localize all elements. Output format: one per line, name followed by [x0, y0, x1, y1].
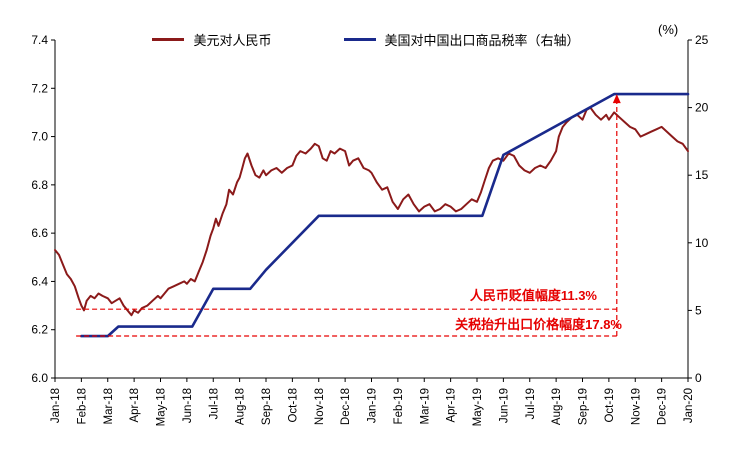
x-tick-label: Oct-19: [604, 388, 616, 423]
annotation-tariff-export-price: 关税抬升出口价格幅度17.8%: [455, 317, 622, 332]
x-tick-label: Jan-20: [683, 388, 695, 423]
legend-label-usdcny: 美元对人民币: [193, 33, 272, 48]
x-tick-label: Dec-19: [657, 388, 669, 425]
x-tick-label: Oct-18: [287, 388, 299, 423]
x-tick-label: Jun-19: [498, 388, 510, 423]
x-tick-label: Jan-18: [50, 388, 62, 423]
x-tick-label: Nov-18: [314, 388, 326, 425]
legend-item-tariff: 美国对中国出口商品税率（右轴）: [343, 30, 580, 49]
x-tick-label: Apr-19: [446, 388, 458, 423]
x-tick-label: Feb-18: [76, 388, 88, 424]
left-tick-label: 6.4: [31, 274, 48, 288]
right-tick-label: 0: [695, 371, 702, 385]
right-tick-label: 15: [695, 168, 709, 182]
x-tick-label: Jul-19: [525, 388, 537, 419]
right-tick-label: 20: [695, 101, 709, 115]
right-axis-unit-label: (%): [658, 22, 679, 37]
legend-item-usdcny: 美元对人民币: [152, 30, 272, 49]
left-tick-label: 6.2: [31, 323, 48, 337]
left-tick-label: 7.2: [31, 81, 48, 95]
up-arrow-icon: [612, 94, 621, 104]
right-tick-label: 25: [695, 33, 709, 47]
left-tick-label: 6.8: [31, 178, 48, 192]
annotation-rmb-depreciation: 人民币贬值幅度11.3%: [469, 288, 597, 303]
x-tick-label: Jul-18: [208, 388, 220, 419]
x-tick-label: Aug-18: [235, 388, 247, 425]
x-tick-label: Sep-18: [261, 388, 273, 425]
left-tick-label: 7.0: [31, 130, 48, 144]
left-tick-label: 6.0: [31, 371, 48, 385]
x-tick-label: May-19: [472, 388, 484, 426]
tariff-line-swatch: [343, 38, 376, 41]
x-tick-label: Aug-19: [551, 388, 563, 425]
x-tick-label: Nov-19: [630, 388, 642, 425]
legend-label-tariff: 美国对中国出口商品税率（右轴）: [384, 33, 580, 48]
x-tick-label: Mar-19: [419, 388, 431, 424]
x-tick-label: Feb-19: [393, 388, 405, 424]
x-tick-label: Apr-18: [129, 388, 141, 423]
x-tick-label: May-18: [156, 388, 168, 426]
x-tick-label: Jun-18: [182, 388, 194, 423]
x-tick-label: Jan-19: [367, 388, 379, 423]
usdcny-line-swatch: [152, 38, 185, 41]
x-tick-label: Sep-19: [578, 388, 590, 425]
left-tick-label: 7.4: [31, 33, 48, 47]
right-tick-label: 5: [695, 303, 702, 317]
left-tick-label: 6.6: [31, 226, 48, 240]
tariff-line: [80, 92, 690, 338]
right-tick-label: 10: [695, 236, 709, 250]
legend: 美元对人民币 美国对中国出口商品税率（右轴）: [0, 30, 732, 49]
x-tick-label: Dec-18: [340, 388, 352, 425]
x-tick-label: Mar-18: [103, 388, 115, 424]
